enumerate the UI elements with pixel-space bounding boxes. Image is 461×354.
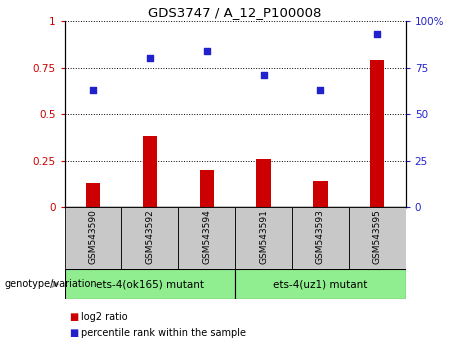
Text: GSM543594: GSM543594	[202, 209, 211, 264]
Bar	[313, 181, 327, 207]
Text: ■: ■	[69, 312, 78, 322]
Point	[203, 48, 210, 54]
Bar	[235, 269, 406, 299]
Point	[89, 87, 97, 93]
Text: log2 ratio: log2 ratio	[81, 312, 127, 322]
Point	[260, 72, 267, 78]
Bar	[65, 269, 235, 299]
Bar	[178, 207, 235, 269]
Text: percentile rank within the sample: percentile rank within the sample	[81, 328, 246, 338]
Text: GSM543595: GSM543595	[373, 209, 382, 264]
Bar	[370, 60, 384, 207]
Text: ■: ■	[69, 328, 78, 338]
Text: ets-4(ok165) mutant: ets-4(ok165) mutant	[96, 279, 204, 289]
Bar	[292, 207, 349, 269]
Bar	[235, 207, 292, 269]
Bar	[121, 207, 178, 269]
Bar	[86, 183, 100, 207]
Title: GDS3747 / A_12_P100008: GDS3747 / A_12_P100008	[148, 6, 322, 19]
Text: genotype/variation: genotype/variation	[5, 279, 97, 289]
Bar	[256, 159, 271, 207]
Text: ets-4(uz1) mutant: ets-4(uz1) mutant	[273, 279, 367, 289]
Bar	[65, 207, 121, 269]
Text: GSM543590: GSM543590	[89, 209, 97, 264]
Point	[146, 56, 154, 61]
Bar	[143, 136, 157, 207]
Text: GSM543593: GSM543593	[316, 209, 325, 264]
Bar	[349, 207, 406, 269]
Text: GSM543591: GSM543591	[259, 209, 268, 264]
Point	[317, 87, 324, 93]
Point	[373, 32, 381, 37]
Text: GSM543592: GSM543592	[145, 209, 154, 264]
Bar	[200, 170, 214, 207]
